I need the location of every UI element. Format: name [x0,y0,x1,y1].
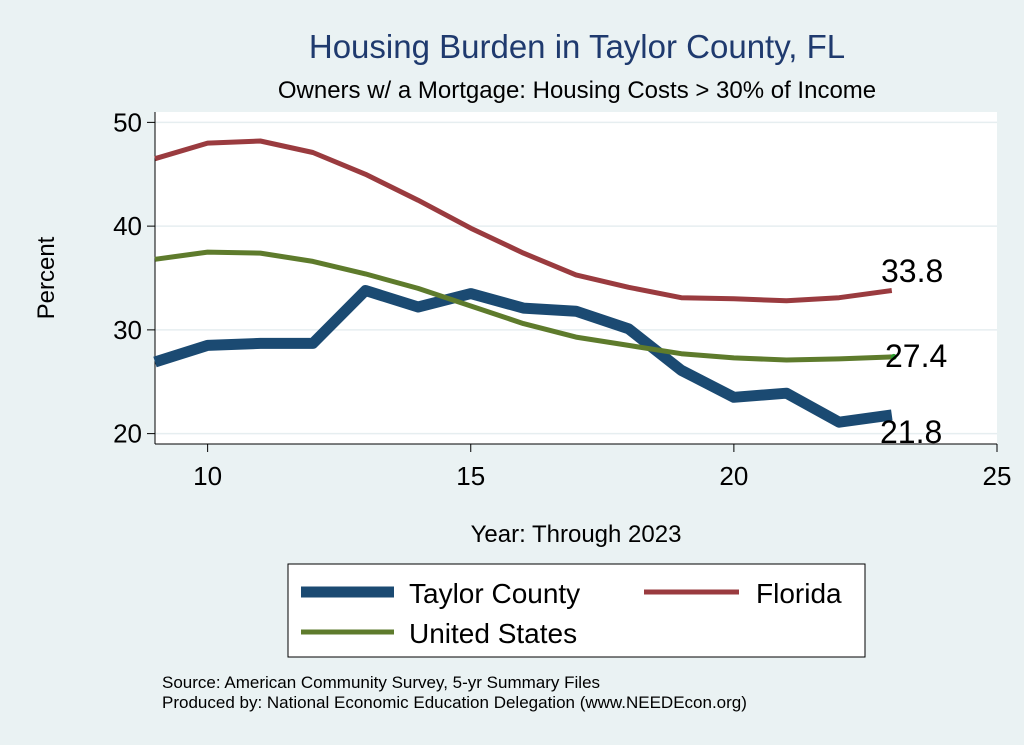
source-note: Source: American Community Survey, 5-yr … [162,673,600,692]
end-label-florida: 33.8 [881,253,943,289]
legend-box [287,563,866,658]
y-tick-label-30: 30 [113,315,142,345]
series-layer [153,138,897,428]
x-tick-label-20: 20 [719,461,748,491]
chart-subtitle: Owners w/ a Mortgage: Housing Costs > 30… [278,77,876,104]
end-label-us: 27.4 [885,338,947,374]
x-tick-label-25: 25 [983,461,1012,491]
x-tick-label-15: 15 [456,461,485,491]
series-line-florida [154,138,893,304]
y-tick-label-50: 50 [113,107,142,137]
y-tick-label-20: 20 [113,419,142,449]
legend-label-florida: Florida [756,578,842,609]
x-axis-label: Year: Through 2023 [471,521,682,548]
us-end-marker [890,353,897,360]
chart-title: Housing Burden in Taylor County, FL [309,28,845,65]
x-tick-label-10: 10 [193,461,222,491]
legend: Taylor County Florida United States [287,563,866,658]
legend-label-taylor: Taylor County [409,578,580,609]
axis-ticks: 20 30 40 50 10 15 20 25 [113,107,1011,491]
plot-area [155,112,997,444]
gridlines [155,121,997,435]
series-line-united-states [154,249,892,363]
producer-note: Produced by: National Economic Education… [162,693,747,712]
y-axis-label: Percent [33,236,60,319]
end-label-taylor: 21.8 [880,414,942,450]
y-tick-label-40: 40 [113,211,142,241]
legend-label-us: United States [409,618,577,649]
series-line-taylor-county [153,285,893,428]
